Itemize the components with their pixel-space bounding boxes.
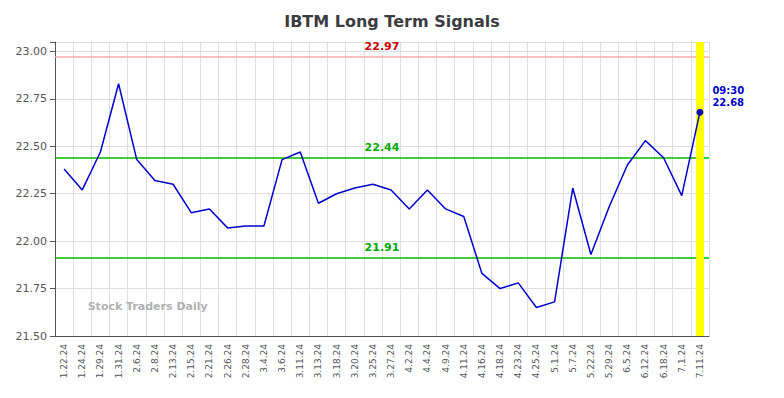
svg-text:1.31.24: 1.31.24	[114, 344, 124, 379]
svg-text:23.00: 23.00	[16, 45, 48, 58]
svg-text:6.5.24: 6.5.24	[622, 344, 632, 373]
svg-text:6.18.24: 6.18.24	[659, 344, 669, 379]
svg-text:4.4.24: 4.4.24	[422, 344, 432, 373]
svg-text:4.23.24: 4.23.24	[513, 344, 523, 379]
svg-text:21.91: 21.91	[365, 241, 400, 254]
svg-text:2.15.24: 2.15.24	[186, 344, 196, 379]
svg-text:7.1.24: 7.1.24	[677, 344, 687, 373]
svg-text:7.11.24: 7.11.24	[695, 344, 705, 379]
svg-text:2.6.24: 2.6.24	[132, 344, 142, 373]
svg-text:21.50: 21.50	[16, 330, 48, 343]
svg-text:4.16.24: 4.16.24	[477, 344, 487, 379]
svg-text:4.2.24: 4.2.24	[404, 344, 414, 373]
svg-text:22.25: 22.25	[16, 187, 48, 200]
svg-text:21.75: 21.75	[16, 282, 48, 295]
svg-text:2.21.24: 2.21.24	[204, 344, 214, 379]
svg-text:4.9.24: 4.9.24	[441, 344, 451, 373]
svg-text:3.11.24: 3.11.24	[295, 344, 305, 379]
svg-text:22.97: 22.97	[365, 40, 400, 53]
svg-text:Stock Traders Daily: Stock Traders Daily	[88, 300, 208, 313]
svg-text:2.26.24: 2.26.24	[223, 344, 233, 379]
svg-text:1.29.24: 1.29.24	[95, 344, 105, 379]
svg-text:2.28.24: 2.28.24	[241, 344, 251, 379]
svg-text:22.44: 22.44	[365, 141, 400, 154]
svg-text:3.20.24: 3.20.24	[350, 344, 360, 379]
svg-text:IBTM Long Term Signals: IBTM Long Term Signals	[284, 12, 500, 31]
svg-text:3.13.24: 3.13.24	[313, 344, 323, 379]
svg-text:4.25.24: 4.25.24	[531, 344, 541, 379]
svg-text:1.22.24: 1.22.24	[59, 344, 69, 379]
svg-text:5.29.24: 5.29.24	[604, 344, 614, 379]
svg-text:1.24.24: 1.24.24	[77, 344, 87, 379]
svg-text:3.18.24: 3.18.24	[332, 344, 342, 379]
svg-text:6.12.24: 6.12.24	[640, 344, 650, 379]
svg-text:22.75: 22.75	[16, 92, 48, 105]
svg-text:3.4.24: 3.4.24	[259, 344, 269, 373]
svg-text:2.13.24: 2.13.24	[168, 344, 178, 379]
svg-text:4.18.24: 4.18.24	[495, 344, 505, 379]
svg-text:5.1.24: 5.1.24	[550, 344, 560, 373]
svg-text:22.50: 22.50	[16, 140, 48, 153]
svg-text:2.8.24: 2.8.24	[150, 344, 160, 373]
svg-text:22.68: 22.68	[712, 97, 744, 108]
svg-text:4.11.24: 4.11.24	[459, 344, 469, 379]
svg-text:5.22.24: 5.22.24	[586, 344, 596, 379]
svg-text:5.7.24: 5.7.24	[568, 344, 578, 373]
svg-text:22.00: 22.00	[16, 235, 48, 248]
svg-text:3.6.24: 3.6.24	[277, 344, 287, 373]
svg-text:09:30: 09:30	[712, 85, 744, 96]
svg-text:3.27.24: 3.27.24	[386, 344, 396, 379]
svg-text:3.25.24: 3.25.24	[368, 344, 378, 379]
